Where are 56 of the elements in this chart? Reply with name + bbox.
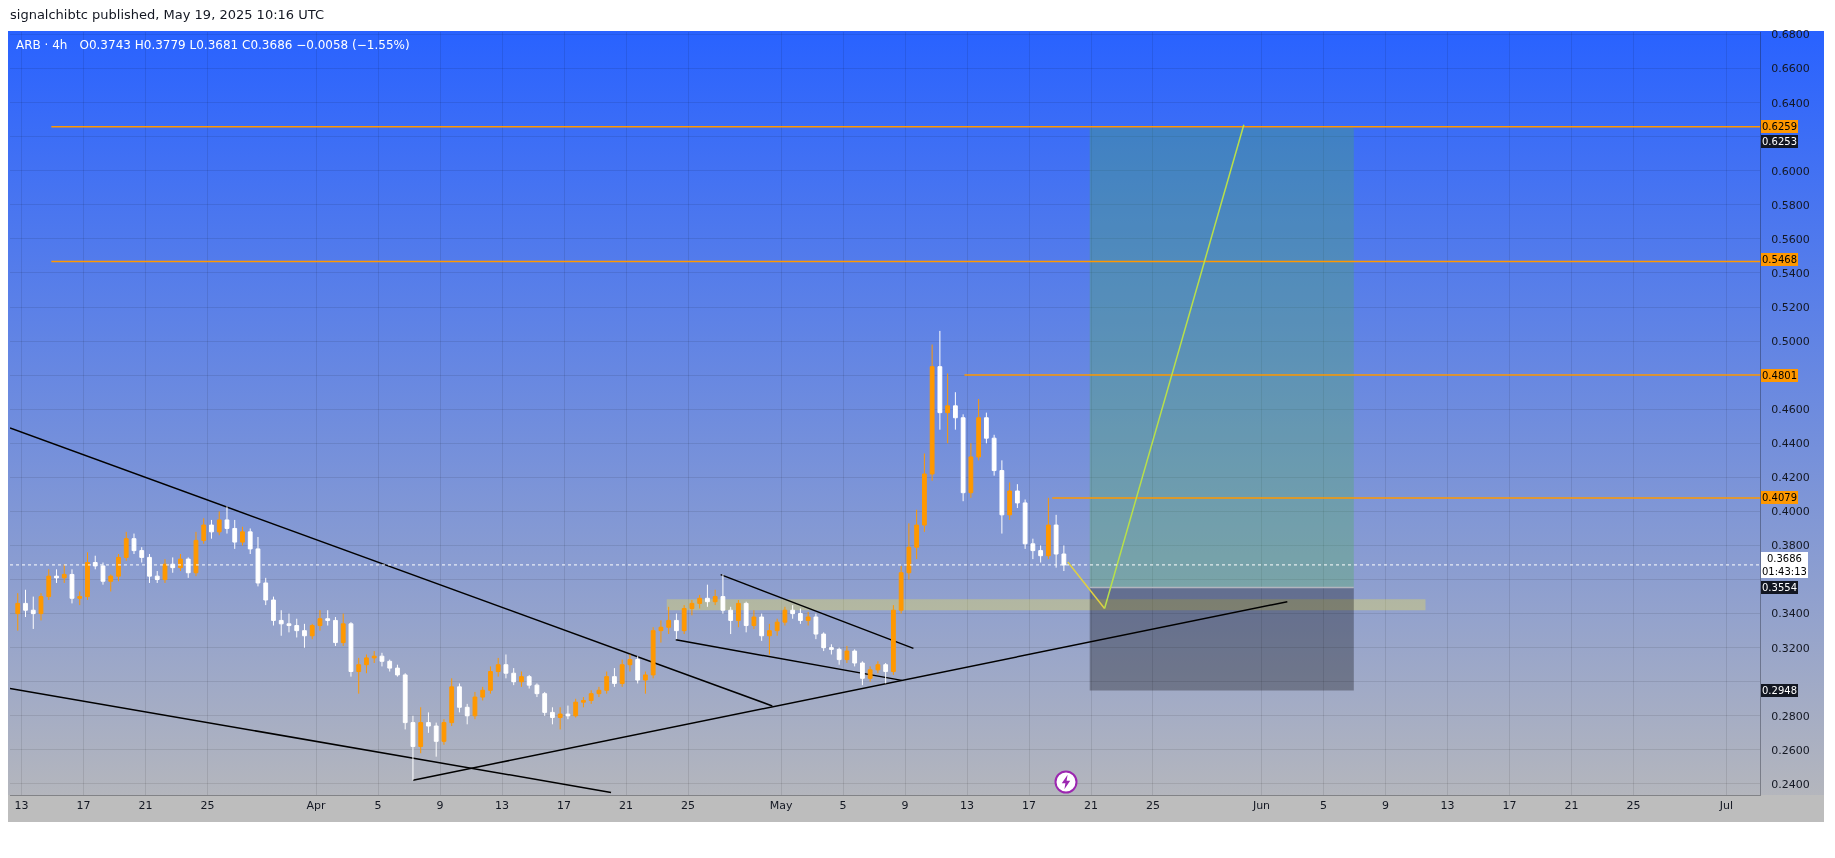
- x-tick-label: 13: [960, 799, 975, 813]
- annotation: 0.6253: [1762, 136, 1797, 147]
- y-tick-label: 0.3200: [1771, 641, 1810, 655]
- text: signalchibtc published, May 19, 2025 10:16 UTC: [10, 7, 324, 22]
- y-tick-label: 0.6600: [1771, 62, 1810, 76]
- x-tick-label: 17: [557, 799, 572, 813]
- x-tick-label: 13: [495, 799, 510, 813]
- annotation: 0.2948: [1762, 685, 1797, 696]
- y-tick-label: 0.6400: [1771, 96, 1810, 110]
- x-tick-label: 25: [1145, 799, 1160, 813]
- data-label: 0.4801: [1762, 370, 1797, 381]
- x-tick-label: 9: [436, 799, 444, 813]
- x-tick-label: 21: [1564, 799, 1579, 813]
- y-tick-label: 0.4400: [1771, 437, 1810, 451]
- y-tick-label: 0.4200: [1771, 471, 1810, 485]
- y-tick-label: 0.2600: [1771, 743, 1810, 757]
- x-tick-label: 5: [1319, 799, 1327, 813]
- x-tick-label: 13: [1440, 799, 1455, 813]
- x-tick-label: Apr: [306, 799, 327, 813]
- data-label: 0.4079: [1762, 492, 1797, 503]
- y-tick-label: 0.6000: [1771, 164, 1810, 178]
- x-tick-label: May: [769, 799, 793, 813]
- x-tick-label: 5: [374, 799, 382, 813]
- y-tick-label: 0.3800: [1771, 539, 1810, 553]
- annotation: 0.3554: [1762, 582, 1797, 593]
- y-tick-label: 0.4000: [1771, 505, 1810, 519]
- y-tick-label: 0.5800: [1771, 198, 1810, 212]
- y-tick-label: 0.6800: [1771, 28, 1810, 42]
- x-tick-label: 25: [1626, 799, 1641, 813]
- y-tick-label: 0.4600: [1771, 403, 1810, 417]
- data-label: 0.6259: [1762, 121, 1797, 132]
- data-label: 0.5468: [1762, 254, 1797, 265]
- x-tick-label: 9: [1381, 799, 1389, 813]
- text: ARB · 4h: [16, 38, 68, 52]
- x-tick-label: 21: [619, 799, 634, 813]
- x-tick-label: 21: [1084, 799, 1098, 813]
- x-tick-label: 9: [901, 799, 909, 813]
- y-tick-label: 0.5000: [1771, 334, 1810, 348]
- x-tick-label: 13: [14, 799, 29, 813]
- y-tick-label: 0.5400: [1771, 266, 1810, 280]
- y-tick-label: 0.2400: [1771, 777, 1810, 791]
- x-tick-label: Jun: [1251, 799, 1271, 813]
- y-tick-label: 0.5200: [1771, 300, 1810, 314]
- text: O0.3743 H0.3779 L0.3681 C0.3686 −0.0058 (−1.55%): [79, 38, 410, 52]
- x-tick-label: 25: [681, 799, 696, 813]
- y-tick-label: 0.3400: [1771, 607, 1810, 621]
- y-tick-label: 0.2800: [1771, 709, 1810, 723]
- x-tick-label: 25: [200, 799, 215, 813]
- x-tick-label: 17: [1022, 799, 1036, 813]
- x-tick-label: 5: [839, 799, 847, 813]
- x-tick-label: Jul: [1718, 799, 1734, 813]
- y-tick-label: 0.5600: [1771, 232, 1810, 246]
- x-tick-label: 17: [1502, 799, 1517, 813]
- ref-line-label: 0.3686 01:43:13: [1762, 553, 1807, 577]
- x-tick-label: 17: [76, 799, 91, 813]
- x-tick-label: 21: [138, 799, 153, 813]
